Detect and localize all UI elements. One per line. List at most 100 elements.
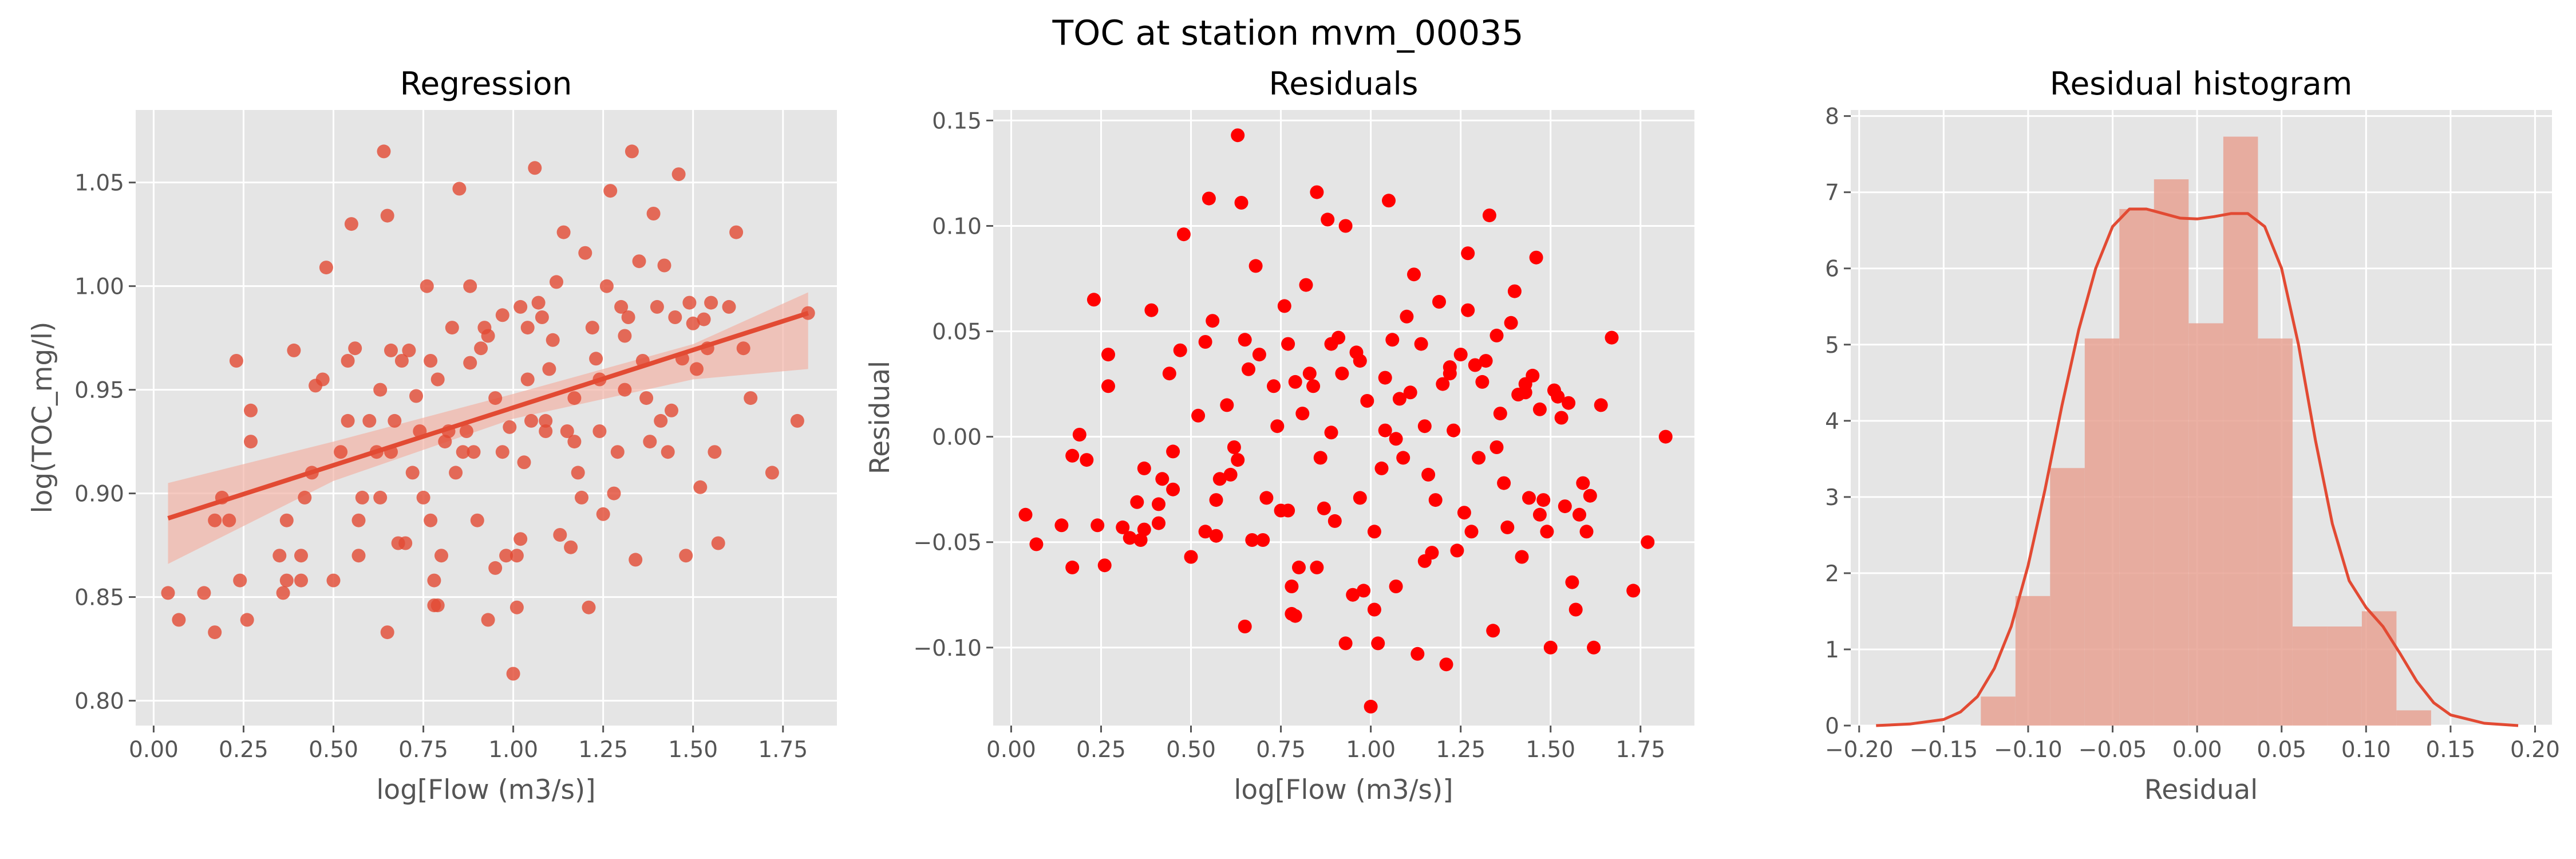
residuals-point: [1417, 419, 1432, 434]
residuals-point: [1317, 501, 1331, 515]
regression-point: [578, 246, 592, 260]
regression-point: [607, 486, 621, 501]
residuals-x-tick-label: 0.25: [1076, 737, 1126, 763]
residuals-point: [1101, 348, 1115, 362]
regression-point: [434, 549, 448, 563]
residuals-point: [1209, 493, 1223, 507]
regression-point: [495, 445, 509, 459]
regression-point: [244, 403, 258, 417]
residuals-point: [1295, 407, 1310, 421]
histogram-x-tick-label: 0.10: [2341, 737, 2391, 763]
regression-y-tick-label: 0.90: [74, 482, 124, 507]
residuals-point: [1540, 525, 1554, 539]
residuals-point: [1450, 543, 1464, 558]
regression-point: [229, 354, 243, 368]
regression-point: [643, 435, 657, 449]
regression-point: [625, 144, 639, 159]
residuals-point: [1436, 377, 1450, 391]
regression-y-tick-label: 1.00: [74, 274, 124, 300]
residuals-point: [1515, 550, 1529, 564]
residuals-point: [1457, 506, 1471, 520]
regression-point: [384, 343, 398, 357]
regression-point: [380, 208, 394, 223]
residuals-point: [1245, 533, 1259, 547]
residuals-point: [1080, 453, 1094, 467]
residuals-point: [1313, 451, 1327, 465]
regression-point: [402, 343, 416, 357]
residuals-point: [1166, 482, 1180, 497]
residuals-panel: 0.00 0.25 0.50 0.75 1.00 1.25 1.50 1.75 −0.10−0…: [864, 65, 1694, 806]
residuals-point: [1227, 440, 1241, 454]
regression-point: [599, 279, 614, 293]
regression-point: [488, 391, 503, 405]
regression-point: [294, 573, 308, 588]
residuals-y-tick-label: 0.05: [932, 320, 982, 345]
regression-point: [711, 536, 725, 550]
residuals-point: [1468, 358, 1482, 372]
regression-point: [495, 308, 509, 322]
regression-point: [665, 403, 678, 417]
residuals-point: [1490, 328, 1504, 342]
residuals-point: [1392, 392, 1406, 406]
regression-x-label: log[Flow (m3/s)]: [376, 774, 595, 806]
regression-point: [661, 445, 675, 459]
figure-title: TOC at station mvm_00035: [1052, 13, 1523, 53]
regression-fit-line: [167, 310, 809, 521]
residuals-point: [1285, 580, 1299, 593]
histogram-x-tick-label: −0.15: [1910, 737, 1978, 763]
residuals-point: [1587, 640, 1601, 655]
residuals-point: [1198, 335, 1212, 349]
residuals-point: [1116, 520, 1130, 534]
residuals-point: [1238, 620, 1252, 633]
histogram-bar: [2292, 626, 2328, 726]
residuals-point: [1573, 507, 1586, 522]
regression-point: [488, 561, 503, 575]
residuals-point: [1464, 525, 1479, 539]
regression-point: [208, 625, 222, 640]
regression-point: [445, 321, 459, 335]
residuals-point: [1223, 467, 1238, 482]
residuals-point: [1425, 546, 1439, 560]
residuals-point: [1238, 333, 1252, 347]
regression-point: [520, 321, 535, 335]
residuals-point: [1504, 316, 1518, 330]
residuals-x-tick-label: 1.25: [1436, 737, 1485, 763]
residuals-y-tick-label: −0.05: [913, 530, 982, 556]
regression-point: [341, 354, 355, 368]
residuals-point: [1562, 396, 1576, 410]
residuals-point: [1526, 368, 1540, 383]
regression-point: [708, 445, 722, 459]
residuals-point: [1439, 657, 1453, 672]
residuals-point: [1500, 520, 1515, 534]
histogram-y-tick-label: 5: [1825, 333, 1839, 358]
regression-y-tick-label: 1.05: [74, 171, 124, 196]
residuals-x-tick-label: 0.75: [1256, 737, 1306, 763]
residuals-point: [1626, 584, 1641, 598]
regression-point: [298, 490, 312, 505]
residuals-point: [1292, 560, 1306, 574]
histogram-y-tick-label: 2: [1825, 561, 1839, 587]
residuals-point: [1065, 448, 1080, 463]
histogram-y-tick-label: 1: [1825, 637, 1839, 663]
residuals-point: [1605, 330, 1619, 345]
regression-point: [506, 667, 520, 681]
regression-x-tick-label: 0.75: [398, 737, 448, 763]
regression-point: [589, 352, 603, 366]
residuals-point: [1400, 309, 1414, 324]
residuals-point: [1288, 609, 1302, 623]
residuals-point: [1209, 529, 1223, 543]
residuals-plot-area: [993, 110, 1694, 726]
residuals-point: [1097, 558, 1112, 573]
regression-point: [686, 316, 700, 330]
residuals-point: [1378, 423, 1392, 438]
residuals-point: [1385, 333, 1400, 347]
regression-point: [679, 549, 693, 563]
residuals-point: [1497, 476, 1511, 490]
residuals-point: [1101, 379, 1115, 393]
residuals-point: [1374, 461, 1389, 475]
residuals-point: [1421, 467, 1436, 482]
regression-point: [704, 295, 718, 310]
residuals-point: [1364, 699, 1378, 714]
residuals-point: [1403, 385, 1417, 400]
regression-point: [765, 466, 779, 480]
